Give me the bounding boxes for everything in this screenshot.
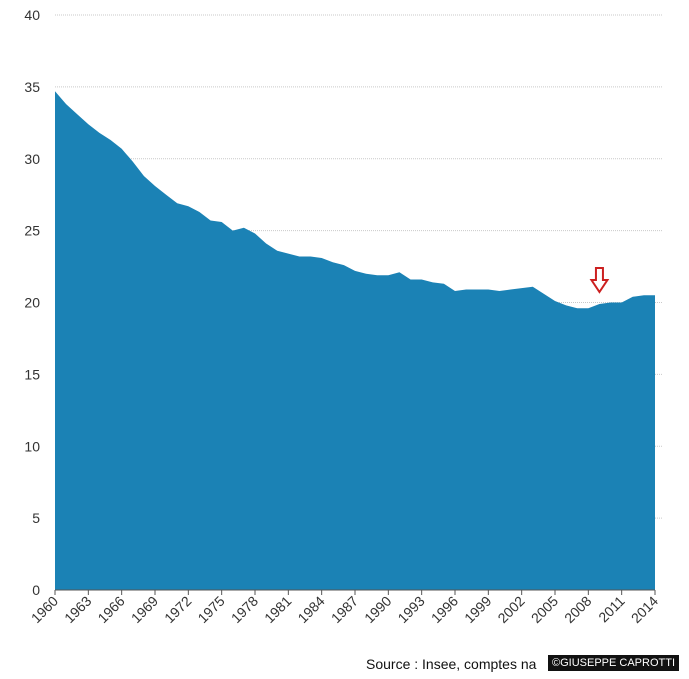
x-tick-label: 2014 [628,593,661,626]
y-axis-ticks: 0 5 10 15 20 25 30 35 40 [24,7,40,598]
x-tick-label: 2008 [561,593,594,626]
y-tick-label: 30 [24,151,40,167]
x-tick-label: 1963 [61,593,94,626]
y-tick-label: 20 [24,295,40,311]
y-tick-label: 25 [24,223,40,239]
x-axis: 1960 1963 1966 1969 1972 1975 1978 1981 1984 1987… [28,589,661,626]
y-tick-label: 40 [24,7,40,23]
x-tick-label: 1996 [428,593,461,626]
x-tick-label: 1999 [461,593,494,626]
y-tick-label: 15 [24,366,40,382]
x-tick-label: 1990 [361,593,394,626]
source-note: Source : Insee, comptes na [366,656,537,672]
x-tick-label: 2005 [528,593,561,626]
annotation-arrow-icon [589,267,610,294]
x-tick-label: 2011 [595,593,628,626]
x-tick-label: 1978 [228,593,261,626]
x-tick-label: 1969 [128,593,161,626]
x-tick-label: 1984 [294,593,327,626]
down-arrow-icon [589,267,610,294]
x-tick-label: 1981 [261,593,294,626]
x-tick-label: 1987 [328,593,361,626]
x-tick-label: 1975 [194,593,227,626]
y-tick-label: 10 [24,438,40,454]
y-tick-label: 35 [24,79,40,95]
x-tick-label: 1966 [94,593,127,626]
y-tick-label: 0 [32,582,40,598]
photo-credit: ©GIUSEPPE CAPROTTI [548,655,680,671]
x-tick-label: 1972 [161,593,194,626]
x-tick-label: 2002 [494,593,527,626]
y-tick-label: 5 [32,510,40,526]
x-tick-label: 1993 [394,593,427,626]
area-series [55,91,655,590]
